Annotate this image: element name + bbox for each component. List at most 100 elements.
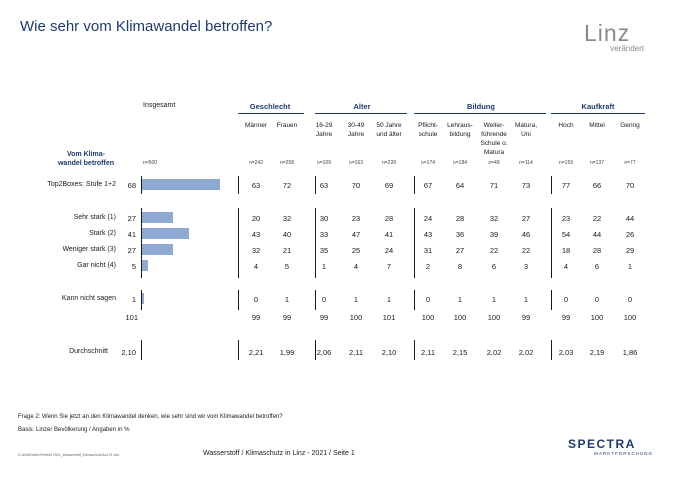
cell-value: 77 [561,181,571,190]
cell-value: 27 [455,246,465,255]
group-header-geschlecht: Geschlecht [249,102,291,111]
cell-value: 99 [282,313,292,322]
group-header-bildung: Bildung [467,102,495,111]
linz-logo: Linz verändert [584,20,644,54]
cell-value: 2,03 [558,348,574,357]
group-separator [315,290,316,310]
cell-value: 43 [423,230,433,239]
group-line-geschlecht [238,113,304,114]
row-label: Durchschnitt [69,348,108,355]
cell-value: 22 [592,214,602,223]
total-value: 2,10 [121,348,136,357]
cell-value: 0 [563,295,569,304]
cell-value: 24 [423,214,433,223]
cell-value: 44 [625,214,635,223]
cell-value: 0 [627,295,633,304]
column-header: Gering [620,122,640,129]
cell-value: 0 [321,295,327,304]
cell-value: 100 [623,313,637,322]
page-footer: Wasserstoff / Klimaschutz in Linz - 2021… [203,450,355,457]
column-n: n=114 [519,160,533,166]
cell-value: 54 [561,230,571,239]
total-separator [141,340,142,360]
linz-logo-tagline: verändert [610,44,644,53]
cell-value: 1 [491,295,497,304]
cell-value: 2,02 [518,348,534,357]
cell-value: 41 [384,230,394,239]
cell-value: 44 [592,230,602,239]
total-separator [141,208,142,278]
row-header-text: Vom Klima- wandel betroffen [57,151,114,167]
cell-value: 1 [386,295,392,304]
column-n: n=184 [452,160,468,166]
total-bar [142,212,174,223]
footnote-question: Frage 2: Wenn Sie jetzt an den Klimawand… [18,414,283,420]
cell-value: 63 [319,181,329,190]
total-separator [141,290,142,310]
total-value: 68 [127,181,136,190]
total-value: 1 [131,295,136,304]
group-separator [414,290,415,310]
cell-value: 0 [253,295,259,304]
cell-value: 35 [319,246,329,255]
column-n: n=137 [589,160,605,166]
cell-value: 5 [284,262,290,271]
column-header: Frauen [276,122,298,129]
group-separator [238,208,239,278]
group-separator [315,340,316,360]
cell-value: 71 [489,181,499,190]
cell-value: 99 [251,313,261,322]
cell-value: 1 [284,295,290,304]
cell-value: 100 [487,313,501,322]
cell-value: 67 [423,181,433,190]
cell-value: 101 [382,313,396,322]
page-title: Wie sehr vom Klimawandel betroffen? [20,18,273,35]
cell-value: 8 [457,262,463,271]
row-header: Vom Klima- wandel betroffen [36,150,136,168]
group-separator [551,340,552,360]
cell-value: 66 [592,181,602,190]
row-label: Gar nicht (4) [77,262,116,269]
column-n: n=77 [624,160,636,166]
group-separator [315,208,316,278]
group-separator [414,340,415,360]
total-value: 101 [125,313,138,322]
column-header: Männer [244,122,268,129]
cell-value: 70 [351,181,361,190]
cell-value: 22 [521,246,531,255]
cell-value: 36 [455,230,465,239]
column-n: n=109 [316,160,332,166]
file-path: C:\Wolf\Daten\Perfekt 2021_Wasserstoff_K… [18,453,120,457]
group-separator [551,290,552,310]
cell-value: 43 [251,230,261,239]
group-header-alter: Alter [353,102,371,111]
linz-logo-word: Linz [584,20,631,46]
cell-value: 47 [351,230,361,239]
cell-value: 2,11 [420,348,436,357]
row-label: Stark (2) [89,230,116,237]
column-n: n=242 [248,160,264,166]
cell-value: 23 [351,214,361,223]
group-separator [315,176,316,194]
column-n: n=159 [558,160,574,166]
cell-value: 20 [251,214,261,223]
cell-value: 6 [594,262,600,271]
group-separator [238,290,239,310]
cell-value: 63 [251,181,261,190]
cell-value: 2,06 [316,348,332,357]
column-n: n=258 [279,160,295,166]
cell-value: 28 [592,246,602,255]
cell-value: 22 [489,246,499,255]
row-label: Sehr stark (1) [73,214,116,221]
group-separator [414,176,415,194]
column-header: Pflicht- schule [418,122,438,138]
column-header: Lehraus- bildung [447,122,473,138]
cell-value: 28 [455,214,465,223]
spectra-logo-word: SPECTRA [568,437,636,451]
cell-value: 33 [319,230,329,239]
cell-value: 2,19 [589,348,605,357]
column-header: Weiter- führende Schule o. Matura [480,122,508,156]
group-line-alter [315,113,407,114]
group-header-kaufkraft: Kaufkraft [581,102,615,111]
row-label: Top2Boxes: Stufe 1+2 [47,181,116,188]
